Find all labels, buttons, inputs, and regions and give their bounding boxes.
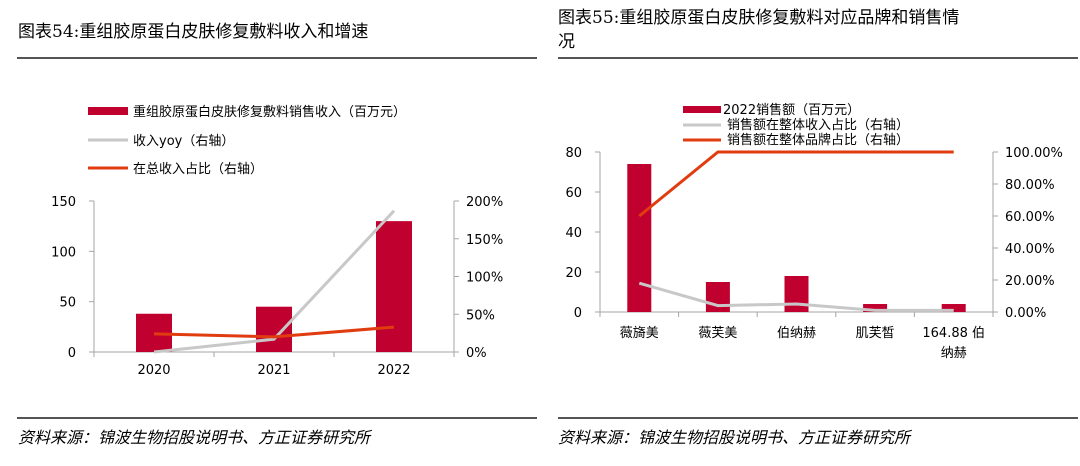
left-tick-label: 80	[565, 146, 582, 161]
left-tick-label: 0	[68, 346, 76, 361]
x-tick-label-line: 164.88 伯	[922, 326, 985, 341]
legend-swatch-bar	[88, 107, 128, 115]
x-tick-label-line: 纳赫	[941, 346, 967, 361]
x-tick-label: 2022	[377, 363, 410, 378]
left-tick-label: 100	[51, 245, 76, 260]
x-tick-label: 伯纳赫	[777, 326, 816, 341]
chart-54-legend: 重组胶原蛋白皮肤修复敷料销售收入（百万元） 收入yoy（右轴） 在总收入占比（右…	[88, 104, 406, 177]
chart-54-source: 资料来源：锦波生物招股说明书、方正证券研究所	[18, 428, 373, 447]
x-tick-label: 薇芙美	[698, 326, 737, 341]
left-tick-label: 20	[565, 266, 582, 281]
line-series-2	[639, 152, 953, 216]
bar	[785, 276, 809, 312]
bar	[376, 221, 412, 352]
bar	[627, 164, 651, 312]
legend-label: 在总收入占比（右轴）	[133, 162, 263, 177]
right-tick-label: 50%	[466, 308, 495, 323]
chart-55-legend: 2022销售额（百万元） 销售额在整体收入占比（右轴） 销售额在整体品牌占比（右…	[683, 102, 909, 148]
chart-55-source: 资料来源：锦波生物招股说明书、方正证券研究所	[558, 428, 913, 447]
right-tick-label: 80.00%	[1005, 178, 1055, 193]
right-tick-label: 20.00%	[1005, 274, 1055, 289]
right-tick-label: 0.00%	[1005, 306, 1046, 321]
x-tick-label: 肌芙皙	[856, 325, 895, 341]
left-tick-label: 150	[51, 195, 76, 210]
legend-label: 重组胶原蛋白皮肤修复敷料销售收入（百万元）	[133, 104, 406, 120]
right-tick-label: 200%	[466, 195, 503, 210]
legend-label: 销售额在整体品牌占比（右轴）	[727, 132, 909, 148]
legend-label: 收入yoy（右轴）	[133, 134, 234, 149]
right-tick-label: 100%	[466, 271, 503, 286]
left-tick-label: 50	[59, 296, 76, 311]
chart-55-title: 图表55:重组胶原蛋白皮肤修复敷料对应品牌和销售情 况	[558, 8, 965, 52]
left-tick-label: 40	[565, 226, 582, 241]
chart-55-title-line1: 图表55:重组胶原蛋白皮肤修复敷料对应品牌和销售情	[558, 8, 959, 28]
right-tick-label: 100.00%	[1005, 146, 1063, 161]
chart-54-title: 图表54:重组胶原蛋白皮肤修复敷料收入和增速	[18, 22, 368, 42]
right-tick-label: 150%	[466, 233, 503, 248]
right-tick-label: 60.00%	[1005, 210, 1055, 225]
left-tick-label: 60	[565, 186, 582, 201]
x-tick-label: 2020	[137, 363, 170, 378]
left-tick-label: 0	[574, 306, 582, 321]
legend-label: 销售额在整体收入占比（右轴）	[727, 117, 909, 133]
right-tick-label: 0%	[466, 346, 487, 361]
x-tick-label: 164.88 伯纳赫	[922, 326, 985, 361]
chart-55-plot: 0 20 40 60 80 0.00% 20.00% 40.00% 60.00% 80.00% 10…	[565, 146, 1062, 361]
x-tick-label: 2021	[257, 363, 290, 378]
right-tick-label: 40.00%	[1005, 242, 1055, 257]
chart-54-plot: 0 50 100 150 0% 50% 100% 150% 200% 2020 2021 2022	[51, 195, 503, 378]
bar	[256, 307, 292, 352]
chart-55-title-line2: 况	[558, 32, 575, 52]
legend-label: 2022销售额（百万元）	[723, 102, 860, 118]
x-tick-label: 薇旖美	[620, 325, 659, 341]
legend-swatch-bar	[683, 106, 721, 113]
bar	[706, 282, 730, 312]
